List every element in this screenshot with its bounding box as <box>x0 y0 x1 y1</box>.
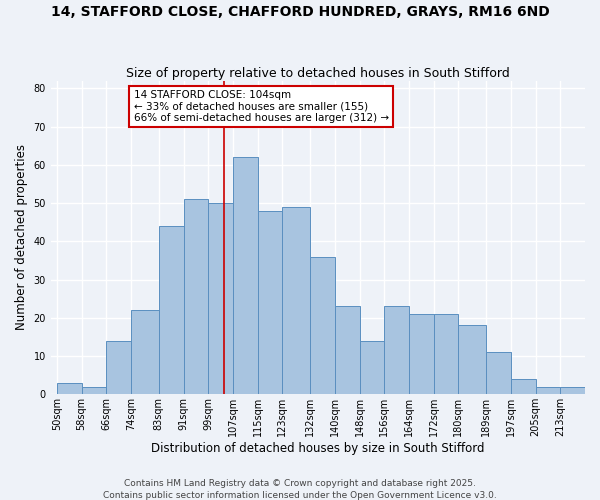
Title: Size of property relative to detached houses in South Stifford: Size of property relative to detached ho… <box>126 66 510 80</box>
Bar <box>536 386 560 394</box>
Bar <box>208 203 233 394</box>
Bar <box>458 326 486 394</box>
Bar <box>409 314 434 394</box>
Bar <box>359 340 384 394</box>
Bar <box>283 207 310 394</box>
Bar <box>384 306 409 394</box>
Y-axis label: Number of detached properties: Number of detached properties <box>15 144 28 330</box>
Bar <box>257 210 283 394</box>
Bar <box>184 199 208 394</box>
Bar <box>233 157 257 394</box>
Bar <box>486 352 511 395</box>
Bar <box>82 386 106 394</box>
Bar <box>106 340 131 394</box>
Bar <box>310 256 335 394</box>
Bar <box>511 379 536 394</box>
X-axis label: Distribution of detached houses by size in South Stifford: Distribution of detached houses by size … <box>151 442 485 455</box>
Bar <box>434 314 458 394</box>
Text: Contains HM Land Registry data © Crown copyright and database right 2025.
Contai: Contains HM Land Registry data © Crown c… <box>103 478 497 500</box>
Bar <box>335 306 359 394</box>
Text: 14, STAFFORD CLOSE, CHAFFORD HUNDRED, GRAYS, RM16 6ND: 14, STAFFORD CLOSE, CHAFFORD HUNDRED, GR… <box>50 5 550 19</box>
Bar <box>131 310 159 394</box>
Bar <box>159 226 184 394</box>
Text: 14 STAFFORD CLOSE: 104sqm
← 33% of detached houses are smaller (155)
66% of semi: 14 STAFFORD CLOSE: 104sqm ← 33% of detac… <box>134 90 389 124</box>
Bar <box>560 386 585 394</box>
Bar <box>57 383 82 394</box>
